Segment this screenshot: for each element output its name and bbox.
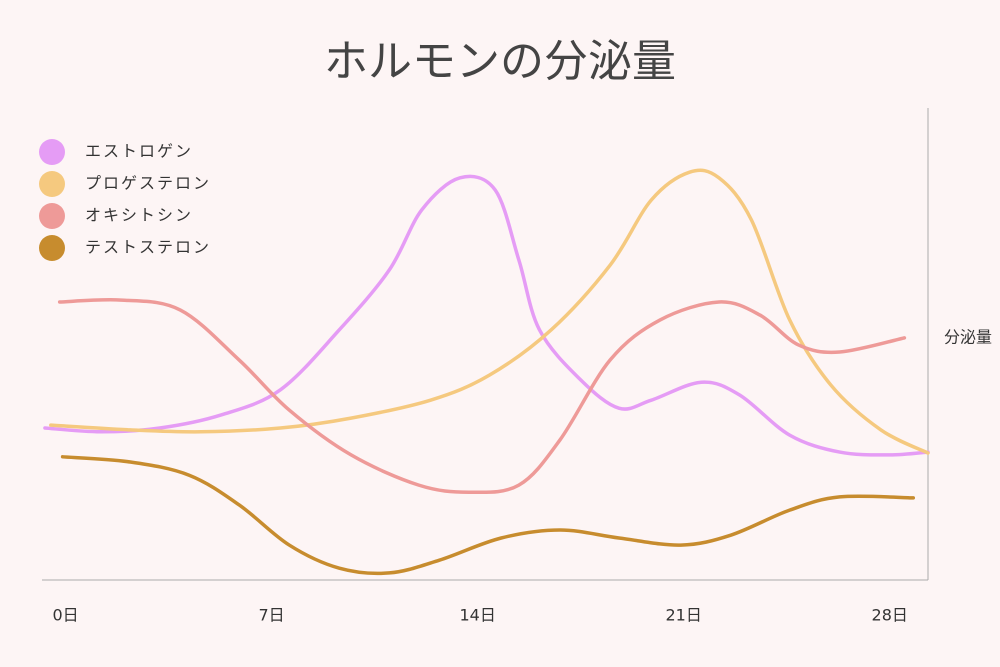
legend-label: エストロゲン	[85, 142, 193, 161]
series-line	[43, 174, 930, 457]
legend-swatch	[39, 139, 65, 165]
legend-swatch	[39, 235, 65, 261]
chart-title: ホルモンの分泌量	[324, 36, 676, 87]
x-tick-label: 14日	[459, 606, 495, 625]
series-line	[49, 168, 930, 455]
x-tick-label: 28日	[872, 606, 908, 625]
x-tick-label: 7日	[259, 606, 285, 625]
series-line	[57, 298, 907, 495]
y-axis-label: 分泌量	[944, 328, 992, 347]
x-tick-label: 0日	[52, 606, 78, 625]
legend-swatch	[39, 171, 65, 197]
legend-label: プロゲステロン	[85, 174, 211, 193]
x-tick-label: 21日	[666, 606, 702, 625]
series-line	[60, 455, 916, 576]
legend-label: テストステロン	[85, 238, 211, 257]
legend-swatch	[39, 203, 65, 229]
legend-label: オキシトシン	[85, 206, 193, 225]
